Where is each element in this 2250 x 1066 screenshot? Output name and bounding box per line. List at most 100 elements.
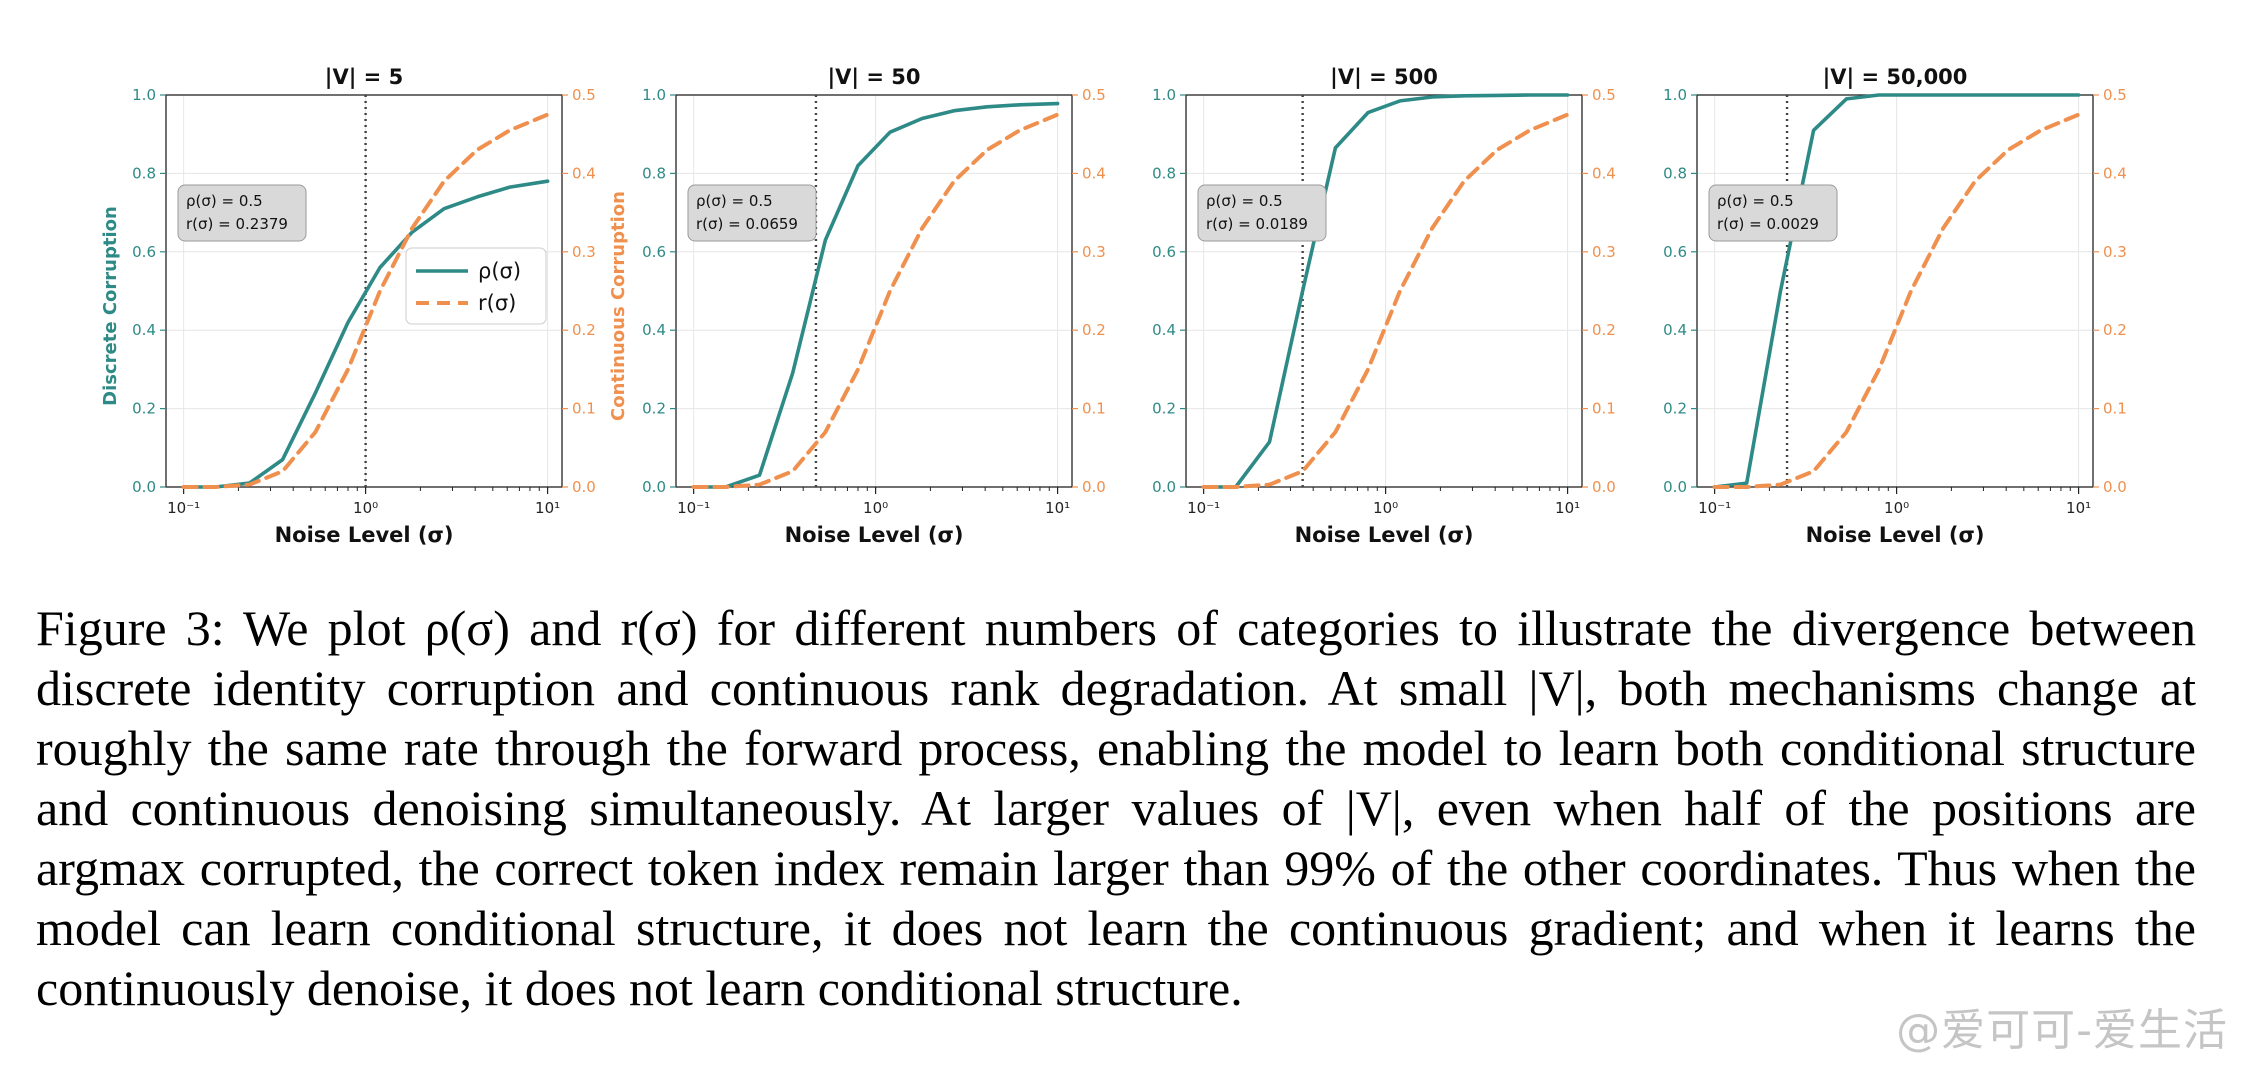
x-tick-label: 10⁻¹ (167, 499, 200, 517)
x-axis-label: Noise Level (σ) (1295, 523, 1474, 547)
legend-label-rho: ρ(σ) (478, 259, 521, 283)
annotation-background (1708, 184, 1838, 242)
y-right-tick-label: 0.1 (1082, 400, 1106, 418)
annotation-background (1197, 184, 1327, 242)
x-tick-label: 10¹ (1045, 499, 1070, 517)
y-left-tick-label: 0.6 (132, 243, 156, 261)
y-left-tick-label: 0.6 (1152, 243, 1176, 261)
y-left-tick-label: 0.0 (1152, 478, 1176, 496)
y-right-tick-label: 0.0 (1592, 478, 1616, 496)
x-tick-label: 10¹ (1555, 499, 1580, 517)
y-right-tick-label: 0.1 (1592, 400, 1616, 418)
axes-frame (675, 94, 1073, 488)
y-left-tick-label: 0.0 (642, 478, 666, 496)
series-line-rho (691, 101, 1060, 489)
series-line-r (181, 112, 550, 489)
y-left-tick-label: 0.8 (132, 164, 156, 182)
annotation-background (687, 184, 817, 242)
annotation-r: r(σ) = 0.0029 (1717, 215, 1819, 233)
panel-title: |V| = 50 (827, 65, 920, 90)
annotation-r: r(σ) = 0.2379 (186, 215, 288, 233)
y-left-axis-label: Discrete Corruption (100, 206, 121, 406)
annotation-r: r(σ) = 0.0659 (696, 215, 798, 233)
x-tick-label: 10¹ (535, 499, 560, 517)
y-right-tick-label: 0.0 (572, 478, 596, 496)
axes-frame (1185, 94, 1583, 488)
series-line-r (691, 112, 1060, 489)
figure-caption: Figure 3: We plot ρ(σ) and r(σ) for diff… (36, 600, 2196, 1016)
x-tick-label: 10⁻¹ (1187, 499, 1220, 517)
chart-panel-2: 10⁻¹ 10⁰ 10¹ 0.0 0.2 0.4 0.6 0.8 1.0 0.0 0.1 0.2 0.3… (642, 65, 1106, 547)
y-right-tick-label: 0.0 (2103, 478, 2127, 496)
y-right-tick-label: 0.1 (2103, 400, 2127, 418)
y-left-tick-label: 1.0 (132, 86, 156, 104)
legend: ρ(σ) r(σ) (405, 247, 547, 325)
annotation-rho: ρ(σ) = 0.5 (696, 192, 773, 210)
y-right-axis-label: Continuous Corruption (608, 191, 629, 421)
y-right-tick-label: 0.5 (2103, 86, 2127, 104)
y-right-tick-label: 0.4 (1082, 164, 1106, 182)
annotation-rho: ρ(σ) = 0.5 (186, 192, 263, 210)
x-tick-label: 10⁰ (1884, 499, 1909, 517)
x-tick-label: 10⁰ (353, 499, 378, 517)
x-tick-label: 10¹ (2066, 499, 2091, 517)
y-right-tick-label: 0.2 (1082, 321, 1106, 339)
y-right-tick-label: 0.2 (2103, 321, 2127, 339)
panel-title: |V| = 5 (325, 65, 403, 90)
y-left-tick-label: 1.0 (1152, 86, 1176, 104)
watermark: @爱可可-爱生活 (1896, 1005, 2228, 1056)
y-left-tick-label: 0.0 (132, 478, 156, 496)
y-right-tick-label: 0.4 (2103, 164, 2127, 182)
y-right-tick-label: 0.4 (1592, 164, 1616, 182)
y-right-tick-label: 0.2 (572, 321, 596, 339)
panel-title: |V| = 50,000 (1823, 65, 1968, 90)
x-axis-label: Noise Level (σ) (275, 523, 454, 547)
chart-panel-1: 10⁻¹ 10⁰ 10¹ 0.0 0.2 0.4 0.6 0.8 1.0 0.0 0.1 0.2 0.3… (100, 65, 629, 547)
y-left-tick-label: 0.8 (1663, 164, 1687, 182)
y-left-tick-label: 0.6 (1663, 243, 1687, 261)
series-line-rho (1712, 93, 2081, 489)
y-right-tick-label: 0.5 (572, 86, 596, 104)
annotation-box: ρ(σ) = 0.5 r(σ) = 0.2379 (177, 184, 307, 242)
y-left-tick-label: 0.2 (1663, 400, 1687, 418)
x-tick-label: 10⁻¹ (1698, 499, 1731, 517)
x-tick-label: 10⁰ (863, 499, 888, 517)
y-right-tick-label: 0.2 (1592, 321, 1616, 339)
y-right-tick-label: 0.3 (1592, 243, 1616, 261)
y-right-tick-label: 0.1 (572, 400, 596, 418)
annotation-box: ρ(σ) = 0.5 r(σ) = 0.0659 (687, 184, 817, 242)
y-left-tick-label: 0.4 (1663, 321, 1687, 339)
y-right-tick-label: 0.3 (1082, 243, 1106, 261)
annotation-box: ρ(σ) = 0.5 r(σ) = 0.0189 (1197, 184, 1327, 242)
y-right-tick-label: 0.3 (2103, 243, 2127, 261)
annotation-rho: ρ(σ) = 0.5 (1206, 192, 1283, 210)
x-tick-label: 10⁰ (1373, 499, 1398, 517)
y-right-tick-label: 0.3 (572, 243, 596, 261)
y-left-tick-label: 0.6 (642, 243, 666, 261)
annotation-r: r(σ) = 0.0189 (1206, 215, 1308, 233)
series-line-r (1712, 112, 2081, 489)
x-tick-label: 10⁻¹ (677, 499, 710, 517)
y-left-tick-label: 0.4 (642, 321, 666, 339)
x-axis-label: Noise Level (σ) (1806, 523, 1985, 547)
legend-frame (405, 247, 547, 325)
y-right-tick-label: 0.4 (572, 164, 596, 182)
y-left-tick-label: 0.2 (1152, 400, 1176, 418)
y-right-tick-label: 0.5 (1082, 86, 1106, 104)
annotation-box: ρ(σ) = 0.5 r(σ) = 0.0029 (1708, 184, 1838, 242)
series-line-rho (1201, 93, 1570, 489)
figure-panels: 10⁻¹ 10⁰ 10¹ 0.0 0.2 0.4 0.6 0.8 1.0 0.0 0.1 0.2 0.3… (100, 65, 2127, 547)
panel-title: |V| = 500 (1330, 65, 1438, 90)
chart-panel-4: 10⁻¹ 10⁰ 10¹ 0.0 0.2 0.4 0.6 0.8 1.0 0.0 0.1 0.2 0.3… (1663, 65, 2127, 547)
y-left-tick-label: 0.8 (642, 164, 666, 182)
axes-frame (165, 94, 563, 488)
y-left-tick-label: 0.4 (1152, 321, 1176, 339)
y-left-tick-label: 0.2 (642, 400, 666, 418)
y-left-tick-label: 0.8 (1152, 164, 1176, 182)
series-line-r (1201, 112, 1570, 489)
x-axis-label: Noise Level (σ) (785, 523, 964, 547)
y-right-tick-label: 0.0 (1082, 478, 1106, 496)
chart-panel-3: 10⁻¹ 10⁰ 10¹ 0.0 0.2 0.4 0.6 0.8 1.0 0.0 0.1 0.2 0.3… (1152, 65, 1616, 547)
legend-label-r: r(σ) (478, 291, 516, 315)
y-left-tick-label: 1.0 (1663, 86, 1687, 104)
